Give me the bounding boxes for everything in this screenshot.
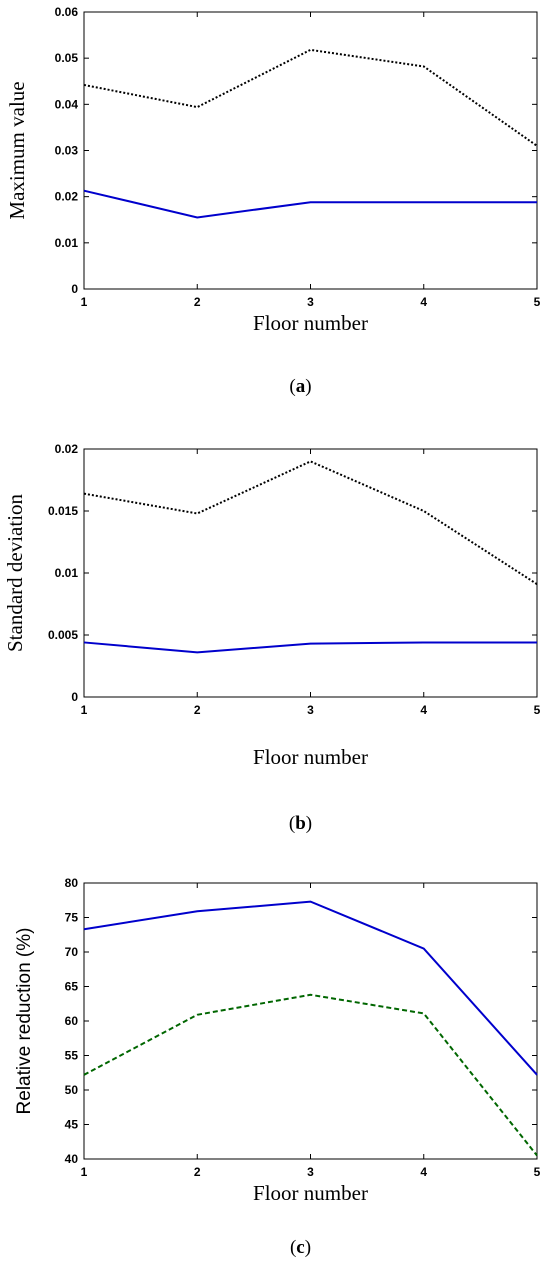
y-tick-label: 0.03: [55, 144, 79, 158]
y-tick-label: 0.02: [55, 442, 79, 456]
panel-caption-b: (b): [289, 813, 312, 834]
chart-panel-b: 0 0.005 0.01 0.015 0.02 1 2 3 4 5 Standard devia…: [3, 442, 541, 834]
x-axis-b: 1 2 3 4 5: [81, 449, 541, 717]
y-tick-label: 0: [71, 690, 78, 704]
y-tick-label: 0.05: [55, 51, 79, 65]
series-line-2: [83, 993, 538, 1157]
panel-caption-a: (a): [289, 376, 311, 397]
series-line-2: [83, 641, 537, 654]
x-tick-label: 3: [307, 295, 314, 309]
y-axis-c: 40 45 50 55 60 65 70 75 80: [65, 876, 537, 1166]
series-line-2: [83, 189, 537, 219]
x-axis-title-b: Floor number: [253, 745, 368, 769]
y-axis-title-b: Standard deviation: [3, 493, 27, 652]
x-tick-label: 3: [307, 1165, 314, 1179]
x-axis-a: 1 2 3 4 5: [81, 12, 541, 309]
x-tick-label: 5: [534, 1165, 541, 1179]
y-tick-label: 0.01: [55, 566, 79, 580]
y-tick-label: 60: [65, 1014, 79, 1028]
y-tick-label: 0.06: [55, 5, 79, 19]
y-tick-label: 0.015: [48, 504, 78, 518]
x-tick-label: 2: [194, 295, 201, 309]
series-line-1: [83, 900, 538, 1076]
panel-caption-letter-b: b: [295, 813, 306, 834]
y-tick-label: 0: [71, 282, 78, 296]
panel-caption-letter-a: a: [296, 376, 306, 397]
y-tick-label: 55: [65, 1049, 79, 1063]
x-tick-label: 3: [307, 703, 314, 717]
y-axis-title-c: Relative reduction (%): [14, 928, 35, 1115]
x-axis-c: 1 2 3 4 5: [81, 883, 541, 1179]
series-group-c: [83, 900, 538, 1157]
chart-panel-a: 0 0.01 0.02 0.03 0.04 0.05 0.06 1 2 3 4 5 Maximum …: [5, 5, 541, 397]
series-group-b: [83, 460, 538, 654]
series-line-1: [83, 460, 538, 585]
x-axis-title-a: Floor number: [253, 311, 368, 335]
x-axis-title-c: Floor number: [253, 1181, 368, 1205]
series-line-1: [83, 48, 538, 147]
plot-area-b: [83, 448, 538, 698]
y-tick-label: 65: [65, 980, 79, 994]
y-axis-title-a: Maximum value: [5, 81, 29, 219]
y-tick-label: 0.02: [55, 190, 79, 204]
y-tick-label: 75: [65, 911, 79, 925]
x-tick-label: 2: [194, 1165, 201, 1179]
x-tick-label: 1: [81, 1165, 88, 1179]
x-tick-label: 5: [534, 703, 541, 717]
y-tick-label: 70: [65, 945, 79, 959]
x-tick-label: 4: [420, 1165, 427, 1179]
x-tick-label: 4: [420, 703, 427, 717]
y-axis-a: 0 0.01 0.02 0.03 0.04 0.05 0.06: [55, 5, 537, 296]
panel-caption-letter-c: c: [296, 1237, 304, 1258]
y-tick-label: 50: [65, 1083, 79, 1097]
x-tick-label: 2: [194, 703, 201, 717]
y-axis-b: 0 0.005 0.01 0.015 0.02: [48, 442, 537, 704]
series-group-a: [83, 48, 538, 219]
y-tick-label: 0.01: [55, 236, 79, 250]
plot-area-a: [83, 11, 538, 290]
x-tick-label: 5: [534, 295, 541, 309]
plot-area-c: [83, 882, 538, 1160]
y-tick-label: 40: [65, 1152, 79, 1166]
x-tick-label: 4: [420, 295, 427, 309]
panel-caption-c: (c): [290, 1237, 311, 1258]
y-tick-label: 80: [65, 876, 79, 890]
y-tick-label: 45: [65, 1118, 79, 1132]
x-tick-label: 1: [81, 295, 88, 309]
y-tick-label: 0.005: [48, 628, 78, 642]
x-tick-label: 1: [81, 703, 88, 717]
y-tick-label: 0.04: [55, 97, 79, 111]
